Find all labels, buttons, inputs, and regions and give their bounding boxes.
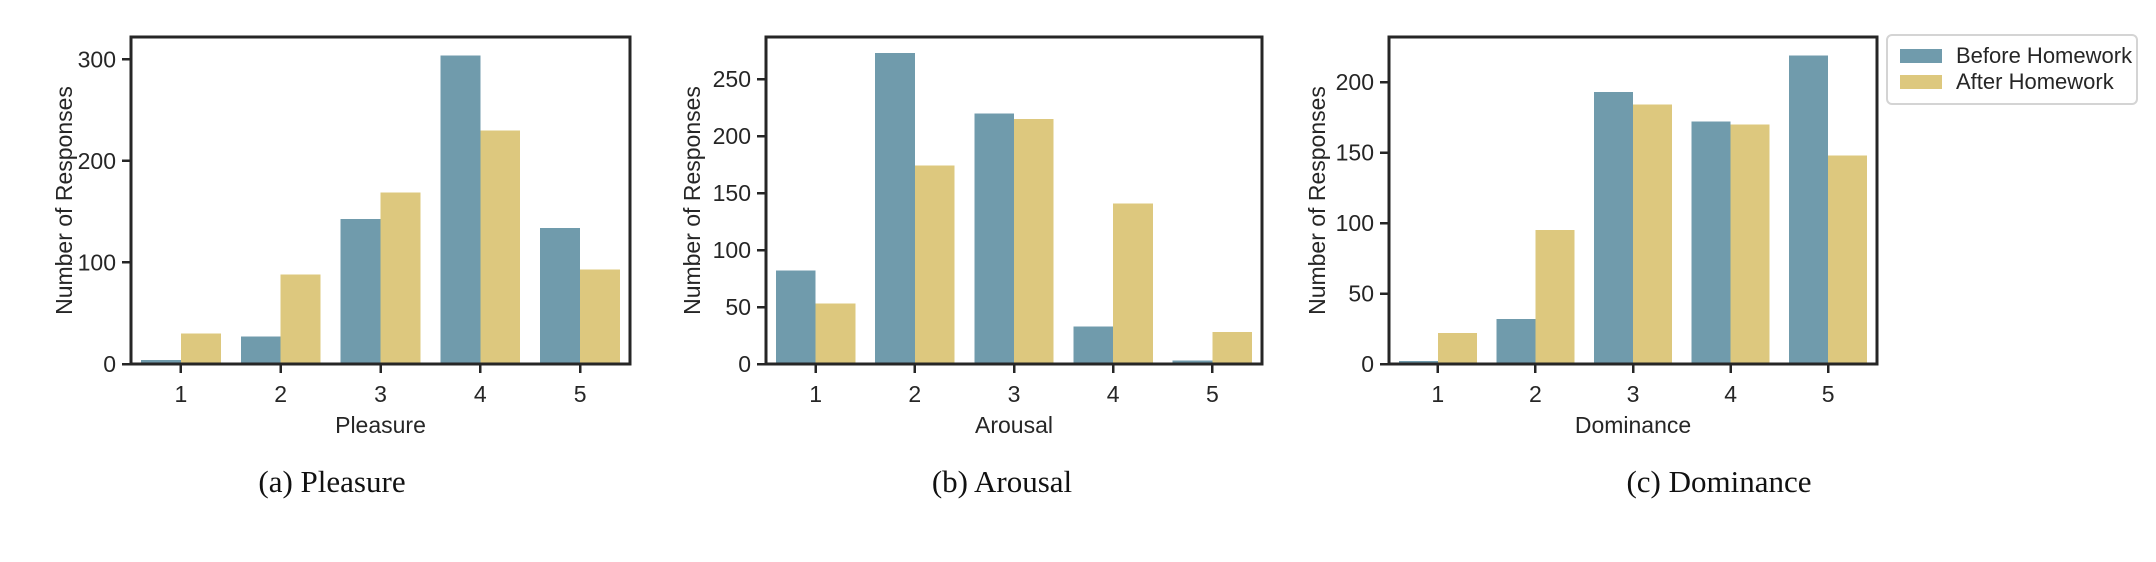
bar-arousal-3-before [974,113,1014,364]
panel-dominance: 0 50 100 150 200 1 2 3 4 5 Dominance Number of Resp… [1304,35,1879,438]
y-tick-label: 200 [78,148,116,174]
y-tick-label: 100 [713,237,751,263]
bar-pleasure-2-before [240,336,281,364]
x-tick-label: 3 [1627,381,1640,407]
panel-arousal: 0 50 100 150 200 250 1 2 3 4 5 Arousal Number of Res… [679,35,1264,438]
bar-pleasure-1-after [180,333,221,364]
y-tick-label: 200 [713,123,751,149]
x-tick-label: 5 [1822,381,1835,407]
bar-dominance-4-after [1730,124,1770,365]
panel-pleasure: 0 100 200 300 1 2 3 4 5 Pleasure Number of Respons… [51,35,632,438]
x-tick-label: 2 [274,381,287,407]
bar-pleasure-5-before [540,227,581,364]
y-tick-label: 150 [1336,140,1374,166]
bar-dominance-4-before [1691,121,1731,364]
x-tick-label: 5 [1206,381,1219,407]
x-tick-label: 1 [175,381,188,407]
axes-frame [1387,35,1879,366]
bar-dominance-5-after [1828,155,1868,364]
axes-frame [129,35,632,366]
bar-pleasure-1-before [141,359,181,364]
bar-arousal-2-before [875,53,915,364]
bar-arousal-1-before [775,270,816,364]
legend: Before Homework After Homework [1886,34,2138,105]
bar-arousal-5-after [1212,332,1253,364]
x-tick-label: 1 [1431,381,1444,407]
x-tick-label: 2 [908,381,921,407]
y-axis-label: Number of Responses [51,86,77,315]
bar-pleasure-4-before [440,55,481,365]
y-tick-label: 50 [725,294,751,320]
y-tick-label: 300 [78,46,116,72]
legend-item-after: After Homework [1900,69,2124,95]
y-tick-label: 200 [1336,69,1374,95]
y-tick-label: 100 [1336,210,1374,236]
y-tick-label: 0 [738,351,751,377]
bar-dominance-2-before [1496,318,1536,364]
bar-arousal-2-after [914,165,955,364]
bar-dominance-5-before [1789,55,1829,365]
bar-dominance-3-after [1633,104,1672,364]
bar-pleasure-3-after [380,192,421,364]
y-tick-label: 0 [103,351,116,377]
y-axis-label: Number of Responses [679,86,705,315]
x-axis-label: Arousal [975,412,1053,438]
y-tick-label: 50 [1348,281,1374,307]
x-axis-label: Pleasure [335,412,426,438]
bar-pleasure-3-before [340,218,381,364]
bar-arousal-1-after [815,303,856,364]
caption-dominance: (c) Dominance [1626,464,1812,499]
bar-pleasure-4-after [480,130,521,364]
y-tick-label: 100 [78,249,116,275]
bar-arousal-4-before [1073,326,1114,364]
bar-arousal-4-after [1113,203,1153,364]
x-tick-label: 2 [1529,381,1542,407]
legend-label-after: After Homework [1956,69,2114,94]
y-axis-label: Number of Responses [1304,86,1330,315]
x-tick-label: 4 [1107,381,1120,407]
legend-swatch-before-icon [1900,49,1942,63]
y-tick-label: 0 [1361,351,1374,377]
bar-dominance-1-after [1437,333,1477,364]
bar-arousal-5-before [1172,360,1213,364]
x-tick-label: 3 [1008,381,1021,407]
x-tick-label: 5 [574,381,587,407]
bar-pleasure-5-after [580,269,620,364]
x-axis-label: Dominance [1575,412,1691,438]
x-tick-label: 1 [809,381,822,407]
legend-label-before: Before Homework [1956,43,2133,68]
bar-pleasure-2-after [280,274,321,364]
caption-arousal: (b) Arousal [931,464,1073,499]
caption-pleasure: (a) Pleasure [258,464,406,499]
bar-dominance-2-after [1535,230,1575,364]
y-tick-label: 150 [713,180,751,206]
legend-swatch-after-icon [1900,75,1942,89]
axes-frame [764,35,1264,366]
bar-arousal-3-after [1014,119,1054,364]
legend-item-before: Before Homework [1900,43,2132,69]
x-tick-label: 4 [1724,381,1737,407]
x-tick-label: 4 [474,381,487,407]
x-tick-label: 3 [374,381,387,407]
bar-dominance-3-before [1594,92,1633,364]
y-tick-label: 250 [713,66,751,92]
